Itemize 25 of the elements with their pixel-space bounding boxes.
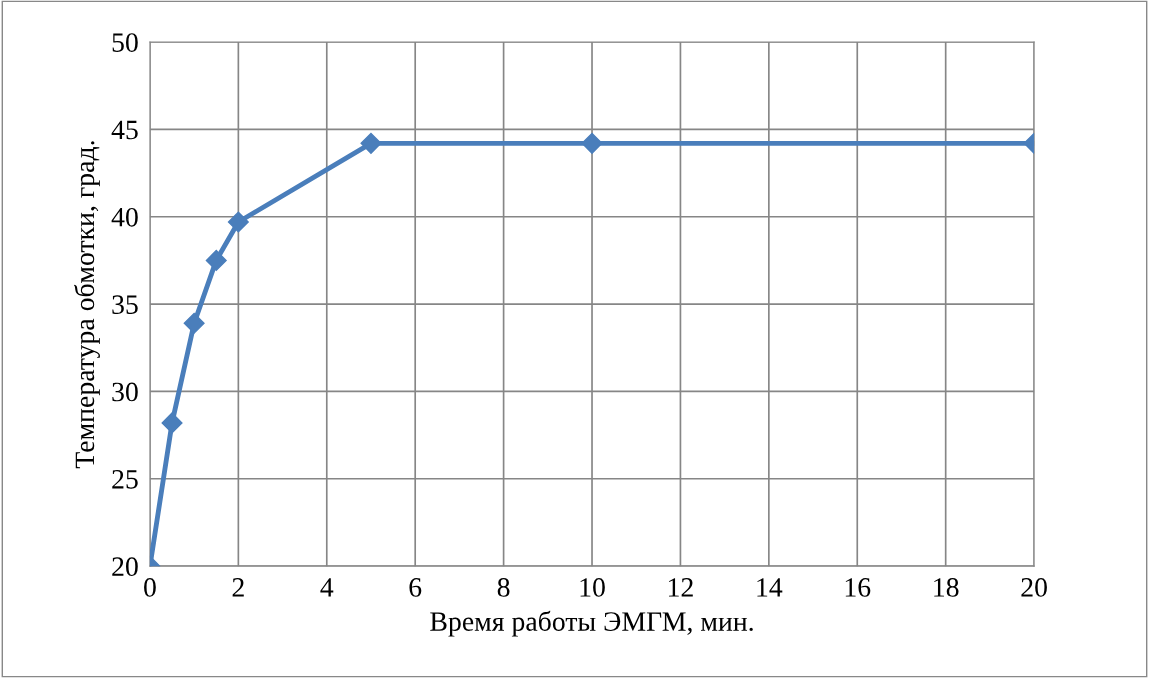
y-tick-label: 40: [111, 207, 138, 227]
x-tick-label: 8: [497, 578, 510, 597]
y-tick-label: 20: [112, 557, 138, 577]
x-tick-label: 20: [1021, 578, 1047, 597]
point: [161, 412, 183, 434]
x-tick-label: 4: [320, 578, 334, 597]
y-axis-title: Температура обмотки, град.: [74, 141, 100, 469]
x-tick-label: 12: [668, 578, 693, 597]
x-tick-label: 6: [409, 578, 422, 597]
point: [205, 249, 227, 271]
point: [183, 312, 205, 334]
x-tick-label: 0: [144, 578, 156, 597]
x-tick-label: 14: [757, 578, 783, 597]
x-tick-label: 16: [845, 578, 871, 597]
x-axis-title: Время работы ЭМГМ, мин.: [430, 610, 753, 637]
x-tick-label: 18: [934, 578, 959, 597]
y-tick-label: 50: [112, 33, 138, 52]
y-tick-label: 25: [112, 470, 138, 489]
x-tick-label: 2: [232, 578, 244, 597]
x-tick-label: 10: [580, 578, 605, 597]
point: [227, 211, 249, 233]
point: [360, 132, 382, 154]
y-tick-label: 45: [111, 120, 138, 140]
y-tick-label: 35: [112, 295, 138, 314]
y-tick-label: 30: [112, 382, 138, 402]
